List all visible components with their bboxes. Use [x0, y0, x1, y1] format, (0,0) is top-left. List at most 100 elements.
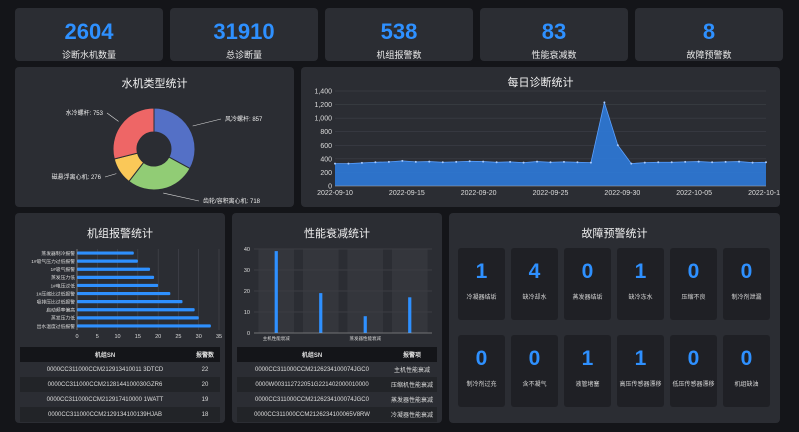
kpi-label: 诊断水机数量: [61, 50, 116, 60]
fault-label: 冷凝器结垢: [466, 295, 497, 301]
table-header: 机组SN 报警数: [20, 347, 220, 362]
x-tick-label: 35: [216, 334, 222, 340]
pie-leader-line: [192, 118, 222, 127]
y-tick-label: 1,200: [314, 102, 332, 109]
pie-slice: [112, 107, 155, 160]
fault-count: 0: [687, 260, 700, 283]
fault-count: 0: [687, 347, 700, 370]
x-tick-label: 2022-10-10: [748, 190, 780, 197]
fault-tile[interactable]: 1 缺冷冻水: [617, 248, 664, 320]
table-row[interactable]: 0000CC311000CCM2126234100065V8RW 冷凝器性能衰减: [237, 407, 437, 422]
data-point: [670, 161, 673, 164]
table-row[interactable]: 0000CC311000CCM212913410011 3DTCD 22: [20, 362, 220, 377]
fault-label: 蒸发器结垢: [572, 295, 603, 301]
y-tick-label: 1#吸气压力过低报警: [31, 258, 75, 265]
fault-count: 1: [475, 260, 488, 283]
cell-sn: 0000CC311000CCM212917410000 1WATT: [46, 396, 164, 403]
data-point: [509, 160, 512, 163]
fault-tile[interactable]: 0 机组缺油: [723, 335, 770, 407]
pie-slice: [128, 156, 191, 191]
fault-count: 4: [528, 260, 541, 283]
x-tick-label: 30: [196, 334, 202, 340]
y-tick-label: 20: [244, 289, 250, 295]
y-tick-label: 10: [244, 310, 250, 316]
fault-tile[interactable]: 1 高压传感器漂移: [617, 335, 664, 407]
panel-title: 机组报警统计: [87, 228, 153, 240]
fault-label: 液管堵塞: [575, 382, 600, 388]
pie-leader-line: [104, 173, 117, 178]
y-tick-label: 200: [320, 170, 332, 177]
data-point: [387, 160, 390, 163]
fault-label: 压缩不良: [681, 295, 706, 301]
kpi-value: 31910: [213, 19, 275, 44]
bar: [77, 291, 171, 296]
fault-tile[interactable]: 1 冷凝器结垢: [458, 248, 505, 320]
data-point: [334, 162, 336, 165]
data-point: [374, 161, 377, 164]
cell-sn: 0000CC311000CCM2126234100074JGC0: [255, 366, 369, 373]
kpi-value: 2604: [64, 19, 114, 44]
fault-count: 1: [634, 347, 647, 370]
data-point: [522, 161, 525, 164]
y-tick-label: 40: [244, 247, 250, 253]
daily-diagnosis-panel: 每日诊断统计 0 200 400 600 800 1,000 1,200 1,400 2022-…: [301, 67, 780, 207]
y-tick-label: 蒸发压力低: [51, 274, 75, 281]
x-tick-label: 2022-09-30: [604, 190, 640, 197]
fault-tile[interactable]: 0 制冷剂泄漏: [723, 248, 770, 320]
data-point: [684, 160, 687, 163]
table-row[interactable]: 0000CC311000CCM2128144100030GZR6 20: [20, 377, 220, 392]
table-row[interactable]: 0000W003112722051G221402000010000 压缩机性能衰…: [237, 377, 437, 392]
fault-tile[interactable]: 1 液管堵塞: [564, 335, 611, 407]
y-tick-label: 0: [247, 331, 250, 337]
fault-label: 低压传感器漂移: [672, 382, 715, 388]
y-tick-label: 1,400: [314, 89, 332, 96]
bar: [408, 297, 412, 333]
bar: [77, 267, 151, 271]
data-point: [697, 160, 700, 163]
kpi-card-alarms: 538 机组报警数: [325, 8, 473, 61]
table-row[interactable]: 0000CC311000CCM212917410000 1WATT 19: [20, 392, 220, 407]
fault-tile[interactable]: 4 缺冷却水: [511, 248, 558, 320]
x-tick-label: 蒸发器性能衰减: [350, 335, 382, 342]
fault-tile[interactable]: 0 低压传感器漂移: [670, 335, 717, 407]
bar: [319, 293, 323, 333]
x-tick-label: 20: [155, 334, 161, 340]
data-point: [441, 161, 444, 164]
y-tick-label: 400: [320, 156, 332, 163]
cell-count: 20: [201, 381, 209, 388]
y-tick-label: 1#电压过低: [50, 282, 75, 289]
x-tick-label: 主机性能衰减: [263, 335, 290, 342]
y-tick-label: 出水温度过低报警: [37, 323, 76, 330]
fault-count: 0: [581, 260, 594, 283]
data-point: [401, 159, 404, 162]
cell-sn: 0000CC311000CCM2126234100074JGC0: [255, 396, 369, 403]
col-header-item: 报警项: [402, 353, 421, 359]
fault-tile[interactable]: 0 蒸发器结垢: [564, 248, 611, 320]
kpi-label: 机组报警数: [376, 50, 422, 60]
kpi-value: 8: [702, 19, 716, 44]
x-tick-label: 10: [115, 334, 121, 340]
fault-tile[interactable]: 0 制冷剂过充: [458, 335, 505, 407]
fault-tile[interactable]: 0 含不凝气: [511, 335, 558, 407]
y-tick-label: 1#压缩比过低报警: [36, 290, 75, 297]
fault-count: 0: [740, 260, 753, 283]
bar: [274, 251, 278, 333]
pie-slice-label: 水冷螺杆: 753: [66, 109, 104, 117]
fault-count: 1: [634, 260, 647, 283]
fault-label: 缺冷冻水: [628, 295, 653, 301]
col-header-count: 报警数: [195, 353, 214, 359]
table-row[interactable]: 0000CC311000CCM2129134100139HJAB 18: [20, 407, 220, 422]
data-point: [482, 160, 485, 163]
y-tick-label: 启动频率偏高: [46, 307, 75, 314]
data-point: [603, 101, 606, 104]
table-row[interactable]: 0000CC311000CCM2126234100074JGC0 蒸发器性能衰减: [237, 392, 437, 407]
table-row[interactable]: 0000CC311000CCM2126234100074JGC0 主机性能衰减: [237, 362, 437, 377]
data-point: [738, 160, 741, 163]
fault-label: 制冷剂过充: [466, 382, 497, 388]
panel-title: 故障预警统计: [581, 228, 648, 240]
fault-tile[interactable]: 0 压缩不良: [670, 248, 717, 320]
alarm-table: 机组SN 报警数 0000CC311000CCM212913410011 3DT…: [20, 347, 220, 422]
cell-sn: 0000CC311000CCM2126234100065V8RW: [254, 411, 370, 418]
y-tick-label: 30: [244, 268, 250, 274]
kpi-value: 83: [541, 19, 567, 44]
